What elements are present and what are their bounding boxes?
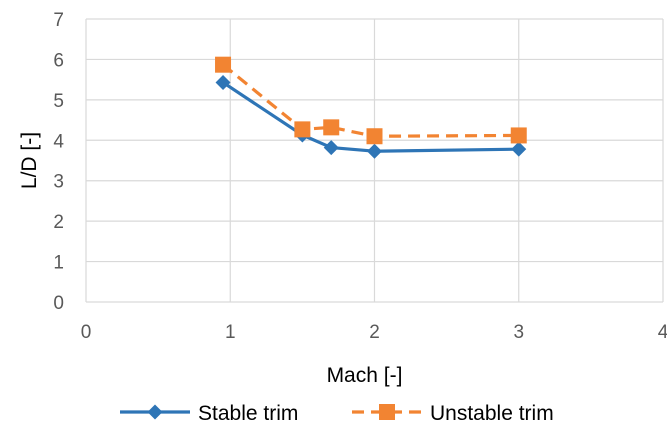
y-tick-label: 0: [53, 293, 64, 314]
axes: 0 1 2 3 4 5 6 7 0 1 2 3 4: [53, 10, 667, 343]
series-line: [222, 63, 519, 138]
y-tick-label: 7: [53, 10, 64, 31]
x-tick-label: 2: [369, 322, 380, 343]
x-axis-title: Mach [-]: [327, 364, 403, 387]
legend-label: Stable trim: [198, 402, 298, 425]
legend-item: Unstable trim: [352, 402, 554, 425]
x-tick-label: 0: [81, 322, 92, 343]
series: [215, 56, 527, 159]
legend-item: Stable trim: [120, 402, 298, 425]
legend: Stable trim Unstable trim: [120, 402, 554, 425]
x-tick-label: 4: [658, 322, 667, 343]
data-point: [323, 140, 339, 156]
data-point: [294, 121, 311, 138]
y-tick-label: 2: [53, 212, 64, 233]
gridlines: [85, 18, 664, 303]
y-tick-label: 6: [53, 50, 64, 71]
data-point: [215, 74, 231, 90]
y-tick-label: 3: [53, 172, 64, 193]
data-point: [511, 141, 527, 157]
y-axis-title: L/D [-]: [18, 132, 41, 189]
legend-label: Unstable trim: [430, 402, 554, 425]
data-point: [215, 56, 232, 73]
legend-marker: [379, 404, 395, 420]
legend-marker: [147, 404, 163, 420]
x-tick-label: 1: [225, 322, 236, 343]
data-point: [323, 119, 340, 136]
y-tick-label: 5: [53, 91, 64, 112]
y-tick-label: 4: [53, 131, 64, 152]
x-tick-label: 3: [513, 322, 524, 343]
data-point: [510, 127, 527, 144]
y-tick-label: 1: [53, 253, 64, 274]
data-point: [366, 128, 383, 145]
series-stable-trim: [215, 74, 527, 159]
data-point: [367, 143, 382, 159]
series-unstable-trim: [215, 56, 527, 145]
